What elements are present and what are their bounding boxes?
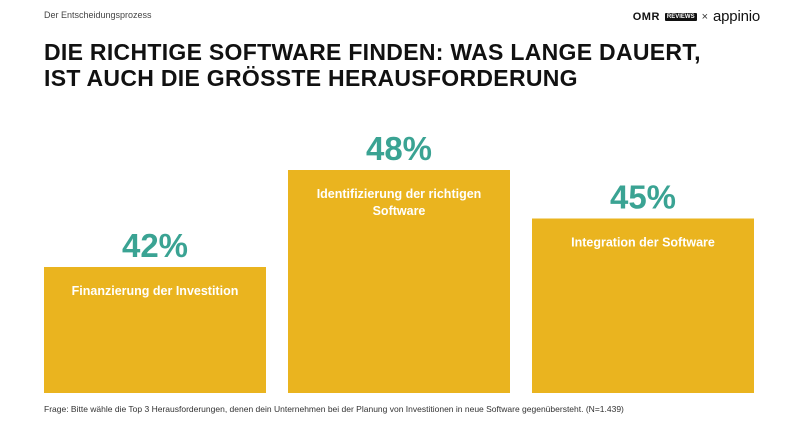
category-label-2: Identifizierung der richtigen Software — [317, 187, 482, 218]
bar-3 — [532, 218, 754, 393]
bar-2 — [288, 170, 510, 393]
page-title: DIE RICHTIGE SOFTWARE FINDEN: WAS LANGE … — [44, 39, 744, 91]
omr-logo: OMR — [632, 10, 660, 23]
category-label-1: Finanzierung der Investition — [72, 284, 239, 298]
kicker: Der Entscheidungsprozess — [44, 10, 152, 20]
title-line-1: DIE RICHTIGE SOFTWARE FINDEN: WAS LANGE … — [44, 39, 701, 65]
title-line-2: IST AUCH DIE GRÖSSTE HERAUSFORDERUNG — [44, 65, 578, 91]
reviews-badge: REVIEWS — [664, 12, 697, 21]
value-label-3: 45% — [610, 179, 676, 216]
brand-logos: OMR REVIEWS × appinio — [633, 8, 760, 25]
category-label-3: Integration der Software — [571, 236, 715, 250]
value-label-2: 48% — [366, 130, 432, 167]
footer-note: Frage: Bitte wähle die Top 3 Herausforde… — [44, 404, 624, 414]
bar-chart: 42% Finanzierung der Investition 48% Identi… — [44, 130, 754, 393]
appinio-logo: appinio — [713, 8, 760, 25]
bar-1 — [44, 267, 266, 393]
value-label-1: 42% — [122, 227, 188, 264]
separator-icon: × — [701, 10, 709, 23]
